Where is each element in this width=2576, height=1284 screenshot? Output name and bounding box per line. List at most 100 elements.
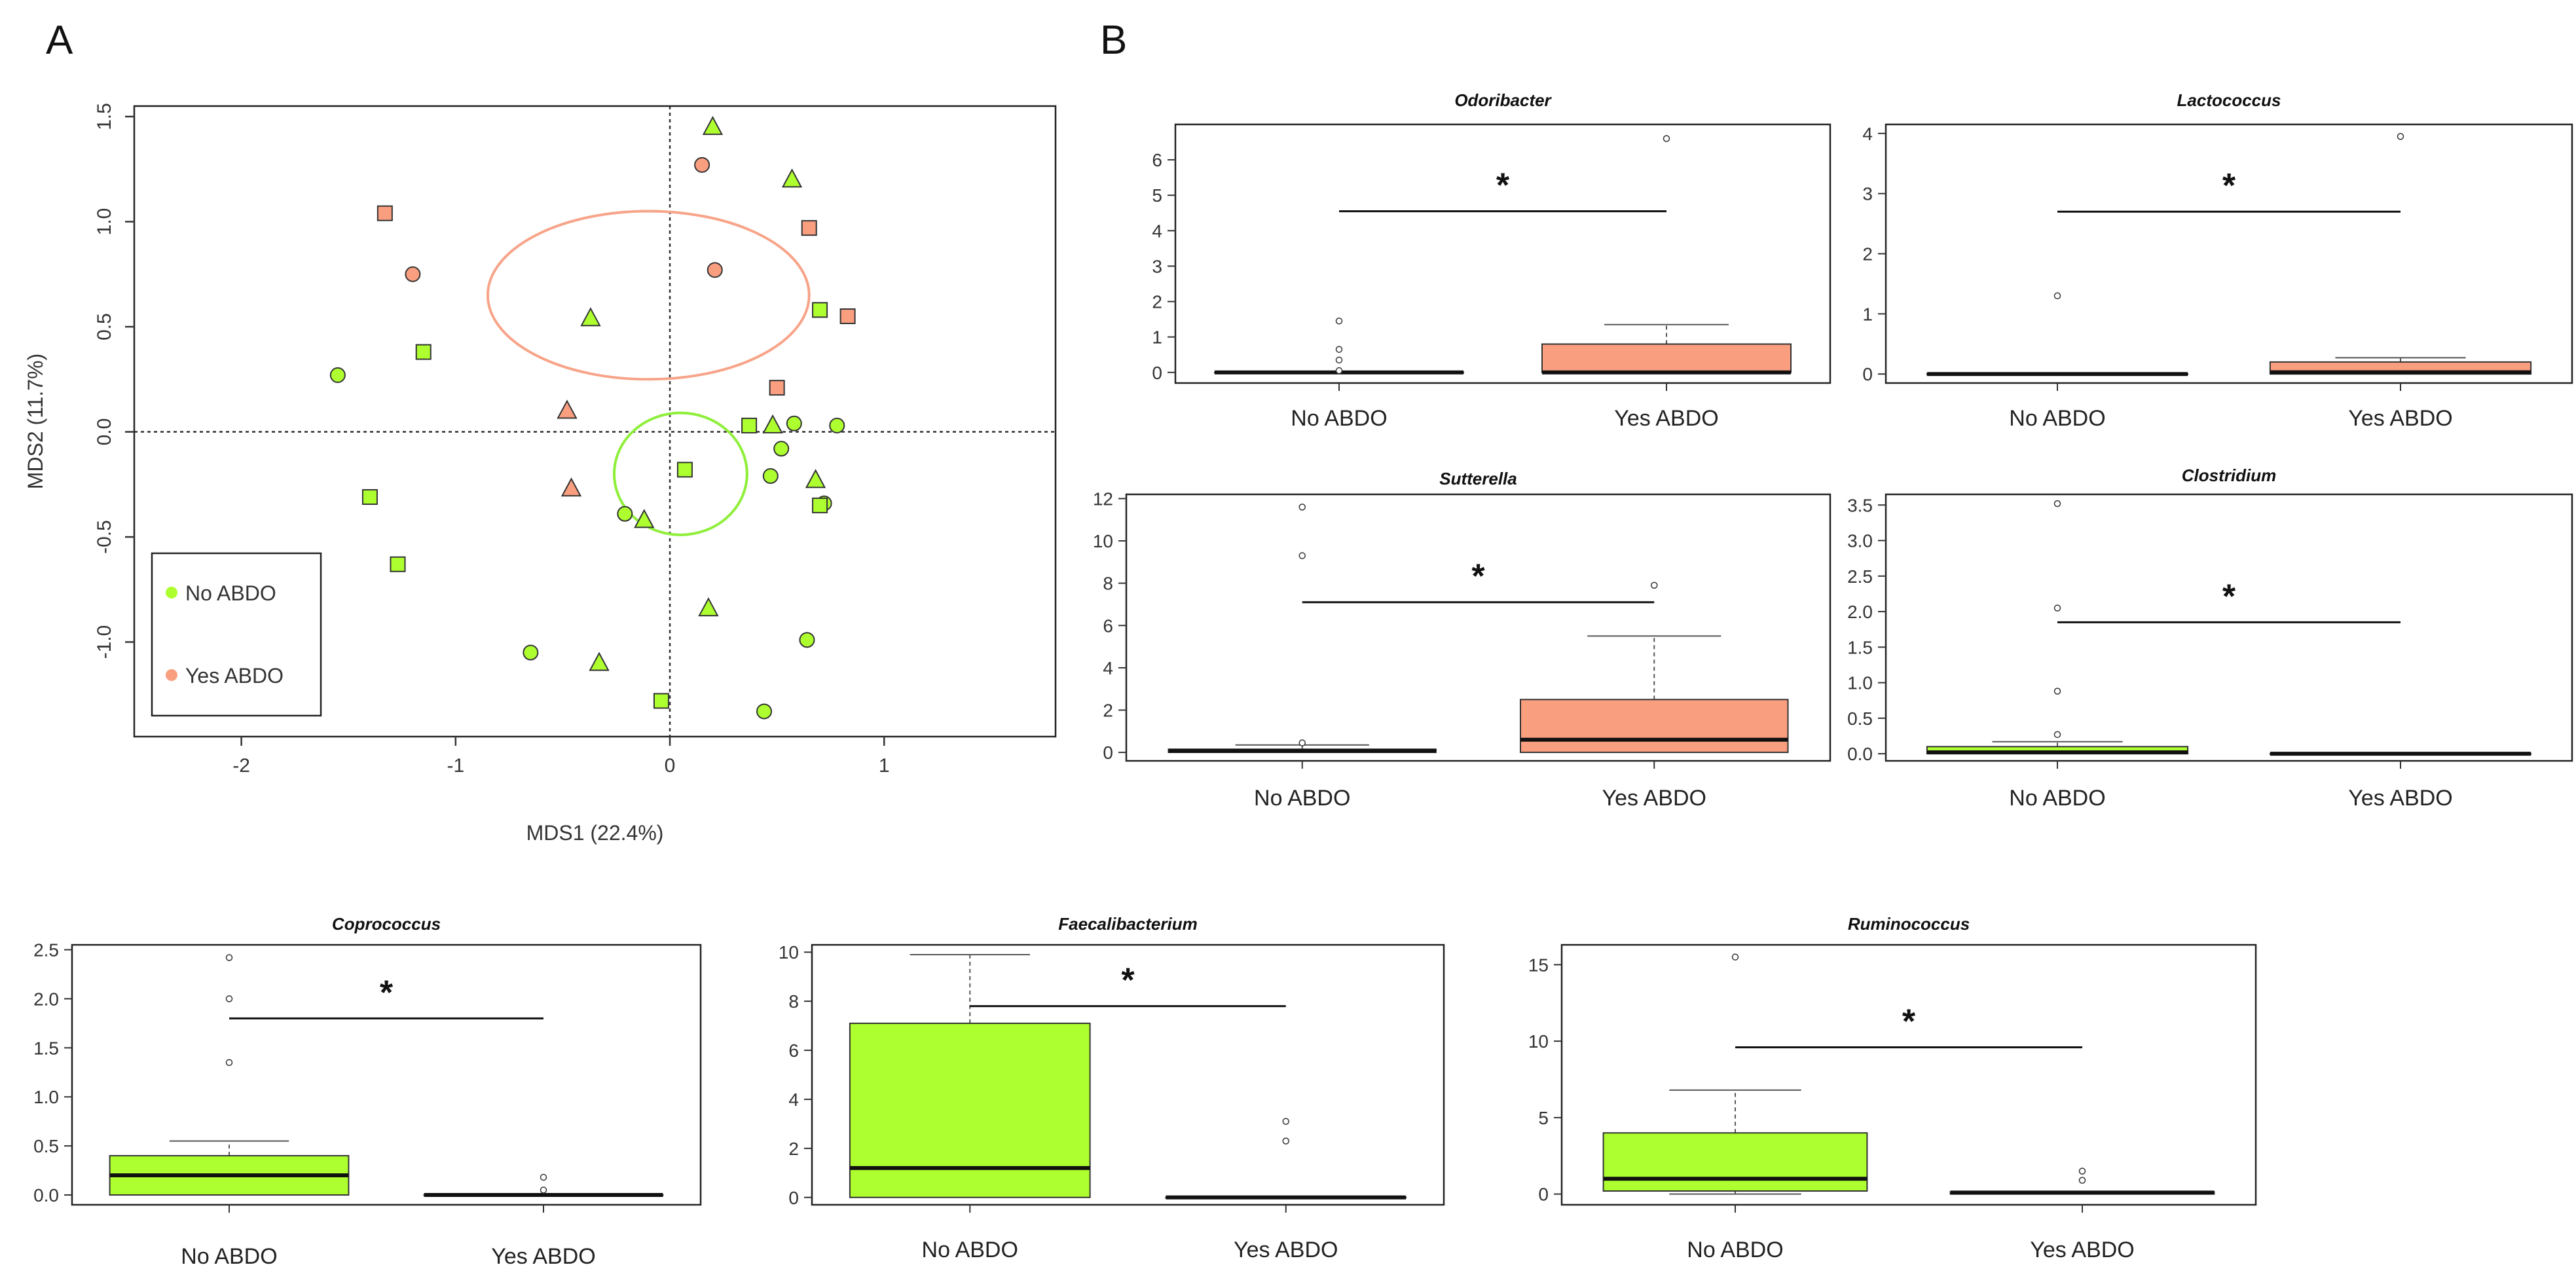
outlier-point: [1335, 367, 1343, 375]
outlier-point: [2053, 688, 2061, 695]
y-tick-label: 5: [1152, 185, 1162, 206]
y-tick-label: 0.0: [1847, 744, 1873, 764]
y-tick-label: 2: [1103, 700, 1113, 720]
y-tick-label: 0.0: [33, 1185, 59, 1205]
outlier-point: [1335, 346, 1343, 353]
y-tick-label: 0: [1862, 364, 1873, 384]
outlier-point: [225, 1059, 233, 1067]
outlier-point: [2053, 604, 2061, 612]
y-tick-label: 8: [788, 991, 799, 1012]
y-tick-label: 2: [1152, 292, 1162, 312]
outlier-point: [1298, 504, 1306, 511]
significance-star: *: [1121, 962, 1135, 1000]
y-tick-label: 0.5: [33, 1136, 59, 1156]
category-label: Yes ABDO: [2348, 406, 2452, 431]
y-tick-label: 10: [779, 942, 799, 963]
boxplot-sutterella: Sutterella 0 2 4 6 8 10 12 No ABDO Yes ABDO *: [1093, 469, 1831, 811]
scatter-point-circle-20: [762, 468, 779, 484]
y-tick-label: 2.0: [1847, 602, 1873, 622]
outlier-point: [2053, 292, 2061, 300]
outlier-point: [2053, 500, 2061, 507]
box-group-yes-abdo: Yes ABDO: [1541, 135, 1792, 431]
y-tick-label: 2: [788, 1139, 799, 1159]
scatter-point-triangle-9: [580, 307, 601, 327]
y-tick-label: 0.5: [94, 313, 115, 340]
x-tick-label: -2: [232, 755, 250, 777]
legend-marker-yes-abdo: [166, 669, 177, 681]
outlier-point: [1298, 552, 1306, 559]
category-label: Yes ABDO: [2030, 1238, 2134, 1262]
outlier-point: [1298, 739, 1306, 746]
box-group-no-abdo: No ABDO: [109, 954, 350, 1269]
y-tick-label: 4: [788, 1090, 799, 1110]
category-label: No ABDO: [1687, 1238, 1783, 1262]
mds-scatter-plot: -2 -1 0 1 -1.0 -0.5 0.0 0.5 1.0 1.5 MDS1 (22.4%) MD…: [24, 103, 1057, 845]
plot-title: Sutterella: [1439, 469, 1517, 488]
scatter-point-triangle-32: [589, 651, 610, 671]
outlier-point: [2078, 1177, 2086, 1184]
boxplot-odoribacter: Odoribacter 0 1 2 3 4 5 6 No ABDO Yes ABDO *: [1152, 90, 1831, 431]
y-tick-label: 6: [1103, 615, 1113, 636]
y-tick-label: 10: [1528, 1031, 1549, 1052]
y-tick-label: 6: [1152, 150, 1162, 170]
scatter-point-circle-17: [829, 417, 845, 433]
y-tick-label: 0: [1152, 363, 1162, 383]
legend: No ABDO Yes ABDO: [151, 552, 322, 717]
box-group-yes-abdo: Yes ABDO: [2269, 752, 2532, 811]
y-tick-label: -0.5: [94, 520, 115, 554]
plot-title: Lactococcus: [2177, 90, 2281, 110]
box-group-no-abdo: No ABDO: [849, 953, 1091, 1262]
outlier-point: [2078, 1167, 2086, 1175]
box-group-yes-abdo: Yes ABDO: [1520, 581, 1789, 811]
scatter-point-square-4: [801, 220, 817, 236]
significance-star: *: [2222, 167, 2236, 205]
plot-frame: [1560, 944, 2257, 1206]
ellipse-no-abdo: [612, 411, 748, 536]
y-tick-label: 3: [1862, 184, 1873, 204]
outlier-point: [1335, 356, 1343, 364]
y-tick-label: 1.5: [1847, 637, 1873, 657]
boxplot-coprococcus: Coprococcus 0.0 0.5 1.0 1.5 2.0 2.5 No ABDO Yes …: [33, 914, 702, 1269]
legend-box: [151, 552, 322, 717]
outlier-point: [225, 954, 233, 961]
y-tick-label: 0.0: [94, 418, 115, 446]
panel-letter-b: B: [1100, 18, 1127, 63]
outlier-point: [1282, 1137, 1289, 1145]
panel-letter-a: A: [46, 18, 73, 63]
y-tick-label: 2.0: [33, 989, 59, 1009]
scatter-point-circle-34: [756, 703, 772, 720]
y-tick-label: 3.5: [1847, 495, 1873, 515]
plot-frame: [1885, 493, 2573, 762]
outlier-point: [225, 995, 233, 1002]
category-label: Yes ABDO: [1614, 406, 1718, 431]
scatter-point-square-33: [653, 693, 669, 709]
x-tick-label: -1: [447, 755, 464, 777]
box-group-yes-abdo: Yes ABDO: [2269, 133, 2532, 431]
outlier-point: [540, 1186, 547, 1194]
outlier-point: [1651, 581, 1658, 589]
y-tick-label: 1.5: [94, 103, 115, 130]
box-group-no-abdo: No ABDO: [1926, 500, 2189, 811]
plot-title: Coprococcus: [332, 914, 441, 934]
y-tick-label: 8: [1103, 574, 1113, 594]
y-tick-label: 0.5: [1847, 708, 1873, 729]
scatter-point-triangle-22: [561, 477, 582, 497]
y-tick-label: 3: [1152, 256, 1162, 276]
y-tick-label: 2: [1862, 244, 1873, 265]
y-tick-label: 4: [1862, 124, 1873, 144]
boxplot-faecalibacterium: Faecalibacterium 0 2 4 6 8 10 No ABDO Yes ABDO *: [779, 914, 1445, 1262]
plot-title: Ruminococcus: [1848, 914, 1970, 934]
scatter-point-square-10: [415, 344, 432, 360]
scatter-point-square-25: [812, 497, 828, 513]
scatter-point-triangle-15: [762, 414, 783, 433]
box-iqr: [1541, 343, 1792, 373]
x-tick-label: 0: [665, 755, 676, 777]
significance-star: *: [380, 974, 394, 1012]
legend-marker-no-abdo: [166, 587, 177, 598]
legend-label-no-abdo: No ABDO: [185, 581, 276, 605]
y-tick-label: 15: [1528, 955, 1549, 975]
category-label: No ABDO: [181, 1244, 277, 1269]
significance-star: *: [2222, 578, 2236, 615]
